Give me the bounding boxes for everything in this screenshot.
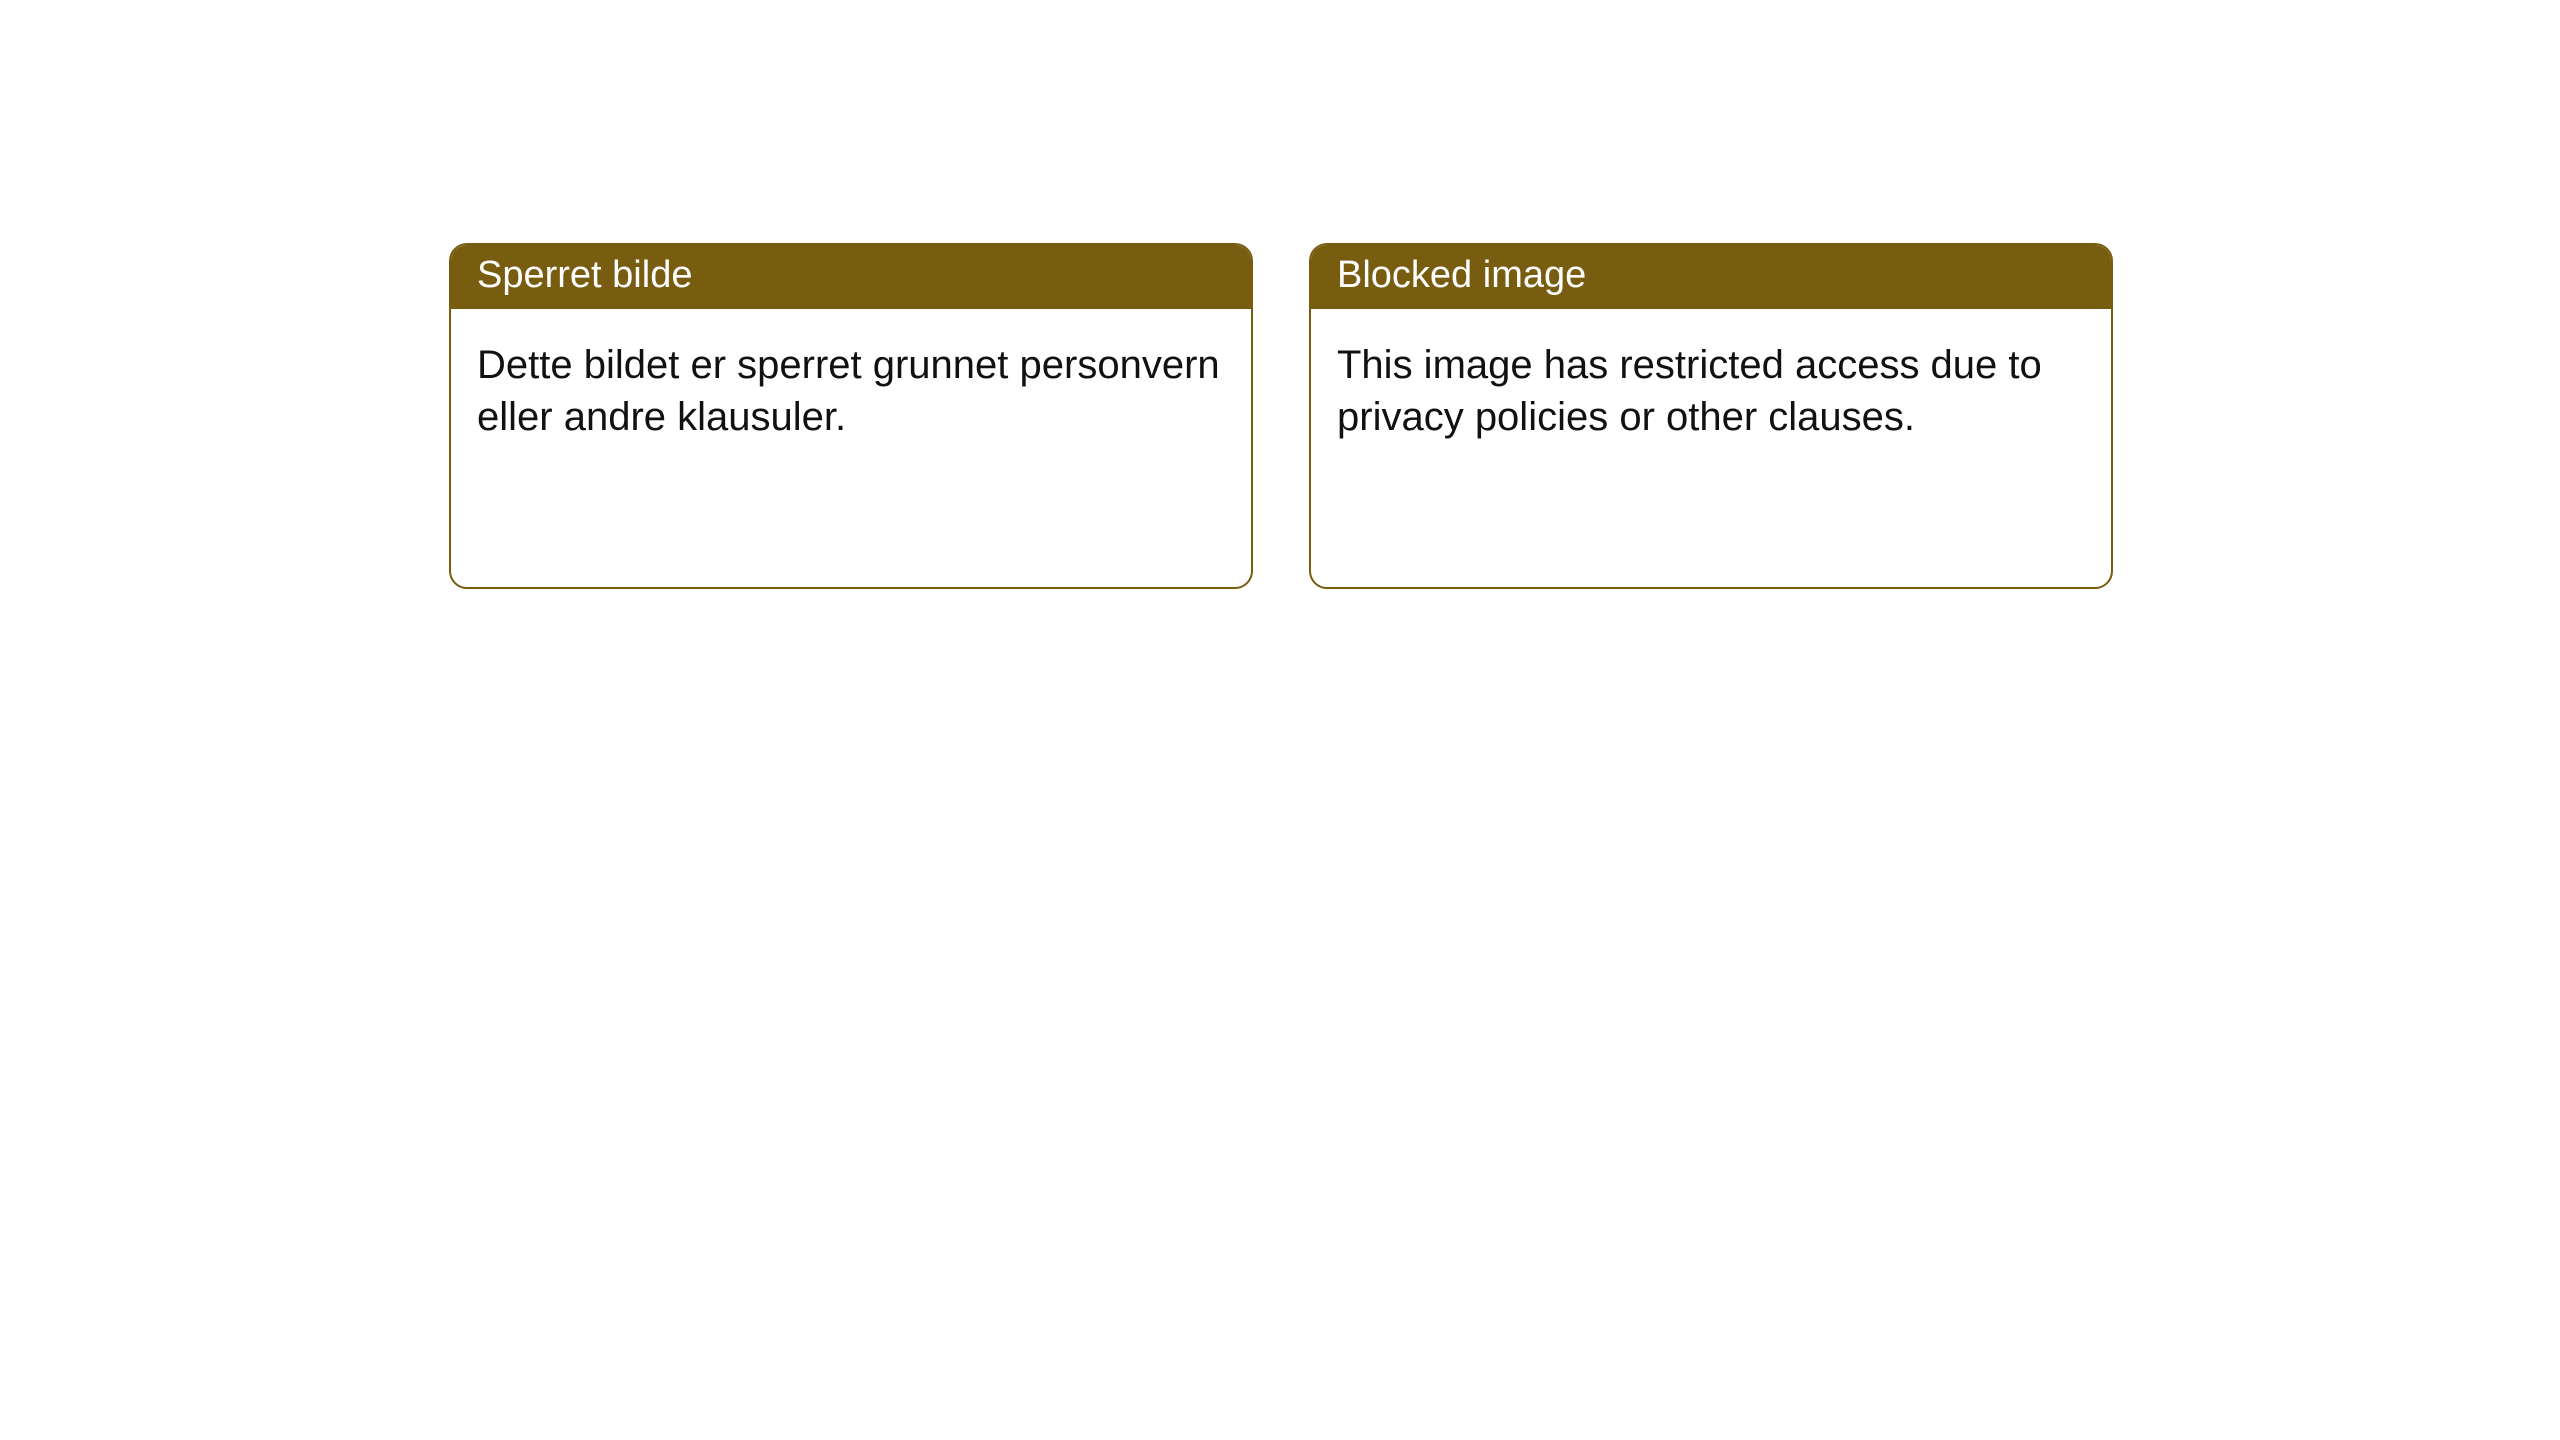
notice-container: Sperret bilde Dette bildet er sperret gr…: [0, 0, 2560, 589]
notice-card-header: Sperret bilde: [451, 245, 1251, 309]
notice-card-header: Blocked image: [1311, 245, 2111, 309]
notice-card-body: Dette bildet er sperret grunnet personve…: [451, 309, 1251, 587]
notice-card-english: Blocked image This image has restricted …: [1309, 243, 2113, 589]
notice-card-norwegian: Sperret bilde Dette bildet er sperret gr…: [449, 243, 1253, 589]
notice-card-body: This image has restricted access due to …: [1311, 309, 2111, 587]
